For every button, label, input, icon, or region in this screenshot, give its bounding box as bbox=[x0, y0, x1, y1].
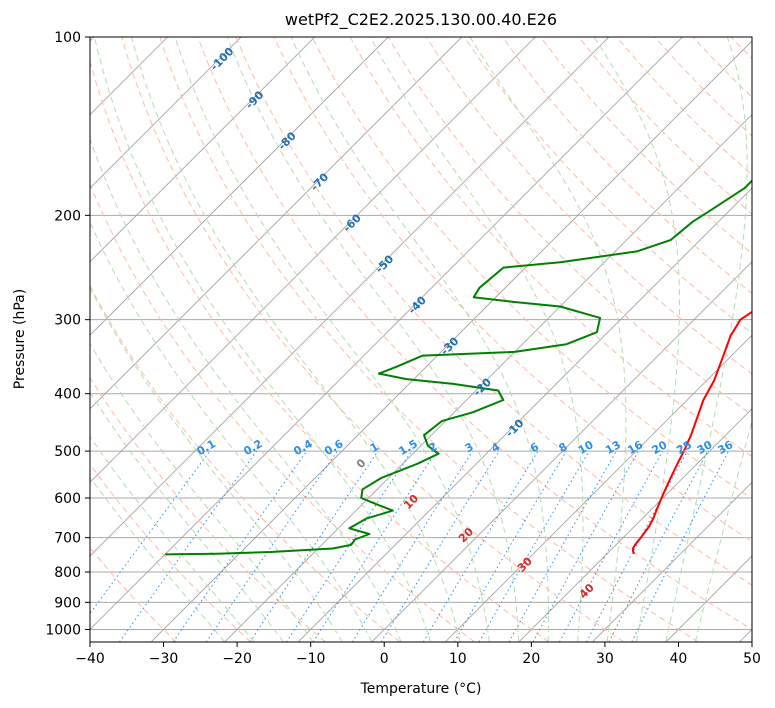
isotherm-line bbox=[592, 481, 752, 642]
dry-adiabat-line bbox=[90, 463, 252, 642]
x-tick-label: 0 bbox=[380, 651, 389, 667]
x-tick-label: −20 bbox=[222, 651, 252, 667]
x-axis-label: Temperature (°C) bbox=[360, 681, 482, 697]
x-tick-label: 30 bbox=[596, 651, 614, 667]
x-tick-label: 10 bbox=[449, 651, 467, 667]
dry-adiabat-line bbox=[121, 37, 624, 642]
dry-adiabat-line bbox=[90, 59, 550, 642]
dry-adiabat-line bbox=[501, 37, 752, 294]
y-tick-label: 300 bbox=[54, 313, 81, 329]
isobar-lines bbox=[90, 37, 752, 630]
dry-adiabat-line bbox=[235, 37, 752, 586]
y-tick-label: 200 bbox=[54, 208, 81, 224]
isotherm-lines bbox=[90, 37, 752, 642]
isotherm-line bbox=[518, 408, 752, 642]
moist-adiabat-line bbox=[90, 342, 314, 642]
isotherm-line bbox=[444, 334, 752, 642]
isotherm-line bbox=[224, 113, 752, 642]
y-tick-label: 900 bbox=[54, 595, 81, 611]
isotherm-line bbox=[90, 37, 536, 483]
y-tick-label: 1000 bbox=[45, 622, 81, 638]
mixing-ratio-line bbox=[453, 450, 567, 642]
x-tick-label: −10 bbox=[296, 651, 326, 667]
mixing-ratio-line bbox=[559, 450, 664, 642]
dry-adiabat-line bbox=[273, 37, 752, 543]
mixing-ratio-line bbox=[380, 450, 500, 642]
moist-adiabat-line bbox=[694, 419, 752, 642]
y-tick-label: 400 bbox=[54, 387, 81, 403]
moist-adiabat-line bbox=[90, 286, 343, 642]
y-tick-label: 100 bbox=[54, 30, 81, 46]
plot-frame bbox=[89, 36, 753, 643]
x-tick-label: 50 bbox=[743, 651, 761, 667]
moist-adiabat-line bbox=[226, 37, 520, 642]
x-tick-label: −40 bbox=[75, 651, 105, 667]
moist-adiabat-line bbox=[90, 435, 255, 642]
moist-adiabat-line bbox=[90, 391, 284, 642]
y-tick-label: 800 bbox=[54, 565, 81, 581]
axes: −40 −30 −20 −10 0 10 20 30 40 50 100 200 300 400 500 60… bbox=[45, 30, 761, 667]
x-tick-label: −30 bbox=[149, 651, 179, 667]
isotherm-line bbox=[150, 40, 752, 642]
mixing-ratio-line bbox=[351, 450, 474, 642]
dry-adiabat-line bbox=[197, 37, 752, 630]
temperature-profile-line bbox=[631, 310, 752, 555]
x-tick-label: 40 bbox=[670, 651, 688, 667]
dry-adiabat-line bbox=[311, 37, 752, 500]
mixing-ratio-line bbox=[422, 450, 539, 642]
moist-adiabat-line bbox=[90, 220, 373, 642]
isotherm-line bbox=[90, 37, 389, 336]
isotherm-line bbox=[90, 37, 315, 263]
mixing-ratio-line bbox=[172, 450, 308, 642]
moist-adiabat-lines bbox=[90, 37, 752, 642]
moist-adiabat-line bbox=[369, 37, 584, 642]
y-tick-label: 700 bbox=[54, 531, 81, 547]
isotherm-line bbox=[371, 261, 752, 642]
profile-series bbox=[165, 179, 752, 556]
y-axis-label: Pressure (hPa) bbox=[12, 289, 28, 389]
moist-adiabat-line bbox=[290, 37, 549, 642]
moist-adiabat-line bbox=[665, 37, 748, 642]
isotherm-line bbox=[90, 37, 610, 557]
mixing-ratio-line bbox=[205, 450, 338, 642]
mixing-ratio-line bbox=[285, 450, 413, 642]
mixing-ratio-line bbox=[312, 450, 437, 642]
y-tick-label: 600 bbox=[54, 491, 81, 507]
x-tick-label: 20 bbox=[522, 651, 540, 667]
dewpoint-profile-line bbox=[165, 179, 752, 556]
moist-adiabat-line bbox=[593, 37, 680, 642]
y-tick-label: 500 bbox=[54, 444, 81, 460]
moist-adiabat-line bbox=[130, 37, 461, 642]
isotherm-line bbox=[90, 37, 242, 189]
moist-adiabat-line bbox=[174, 37, 490, 642]
moist-adiabat-line bbox=[90, 476, 225, 642]
isotherm-line bbox=[90, 37, 463, 410]
moist-adiabat-line bbox=[469, 37, 627, 642]
isotherm-line bbox=[90, 37, 683, 631]
dry-adiabat-line bbox=[159, 37, 699, 642]
moist-adiabat-line bbox=[94, 37, 431, 642]
moist-adiabat-line bbox=[90, 137, 402, 642]
mixing-ratio-line bbox=[249, 450, 379, 642]
chart-title: wetPf2_C2E2.2025.130.00.40.E26 bbox=[285, 10, 557, 30]
